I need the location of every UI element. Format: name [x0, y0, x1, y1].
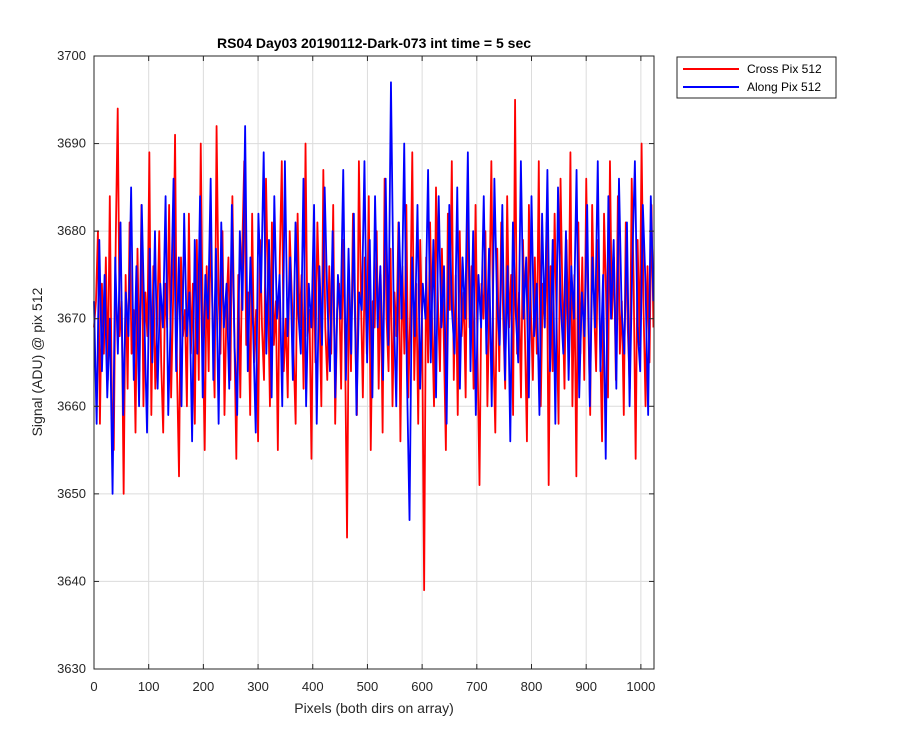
x-tick-label: 0 — [90, 679, 97, 694]
x-tick-label: 900 — [575, 679, 597, 694]
x-tick-label: 200 — [193, 679, 215, 694]
y-tick-label: 3660 — [57, 398, 86, 413]
chart-title: RS04 Day03 20190112-Dark-073 int time = … — [217, 35, 531, 51]
x-tick-label: 300 — [247, 679, 269, 694]
legend-box — [676, 56, 837, 99]
y-tick-label: 3650 — [57, 486, 86, 501]
plot-frame — [93, 55, 655, 670]
x-axis-label: Pixels (both dirs on array) — [294, 700, 454, 716]
y-tick-label: 3700 — [57, 48, 86, 63]
y-tick-label: 3640 — [57, 573, 86, 588]
x-tick-label: 500 — [357, 679, 379, 694]
x-tick-label: 400 — [302, 679, 324, 694]
x-tick-label: 800 — [521, 679, 543, 694]
legend-label-along-pix: Along Pix 512 — [747, 80, 821, 94]
plot-area — [94, 56, 654, 669]
legend: Cross Pix 512 Along Pix 512 — [676, 56, 837, 99]
legend-label-cross-pix: Cross Pix 512 — [747, 62, 822, 76]
series-line-along-pix — [93, 81, 655, 522]
x-tick-label: 700 — [466, 679, 488, 694]
y-tick-label: 3670 — [57, 311, 86, 326]
x-tick-label: 1000 — [626, 679, 655, 694]
x-tick-label: 600 — [411, 679, 433, 694]
x-tick-label: 100 — [138, 679, 160, 694]
y-tick-label: 3690 — [57, 136, 86, 151]
y-axis-label: Signal (ADU) @ pix 512 — [29, 287, 45, 436]
axis-ticks: 0 100 200 300 400 500 600 700 800 900 1000 3630 3640… — [57, 48, 655, 694]
series-layer — [93, 81, 655, 592]
y-tick-label: 3630 — [57, 661, 86, 676]
y-tick-label: 3680 — [57, 223, 86, 238]
